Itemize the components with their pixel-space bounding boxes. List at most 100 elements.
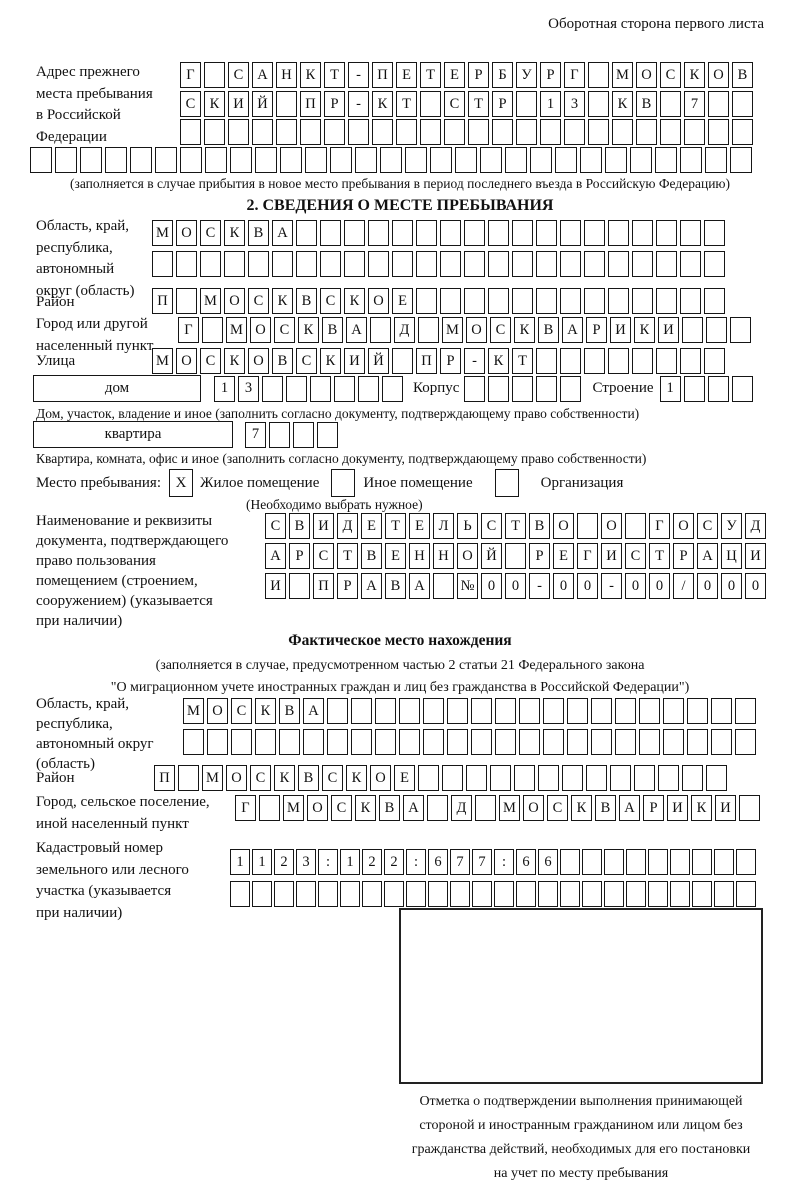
char-box[interactable]: С	[265, 513, 286, 539]
char-box[interactable]	[262, 375, 283, 402]
char-box[interactable]: -	[529, 573, 550, 599]
char-box[interactable]: А	[346, 317, 367, 343]
char-box[interactable]	[680, 288, 701, 314]
char-box[interactable]	[276, 91, 297, 117]
char-box[interactable]: Т	[512, 348, 533, 374]
char-box[interactable]	[636, 119, 657, 145]
char-box[interactable]	[488, 220, 509, 246]
char-box[interactable]: С	[547, 795, 568, 821]
char-box[interactable]: О	[636, 62, 657, 88]
char-box[interactable]: Р	[492, 91, 513, 117]
char-box[interactable]: Е	[553, 543, 574, 569]
char-box[interactable]: Р	[540, 62, 561, 88]
char-box[interactable]	[584, 220, 605, 246]
char-box[interactable]	[176, 288, 197, 314]
char-box[interactable]: В	[296, 288, 317, 314]
char-box[interactable]	[488, 251, 509, 277]
char-box[interactable]	[490, 765, 511, 791]
char-box[interactable]	[255, 729, 276, 755]
char-box[interactable]: 0	[577, 573, 598, 599]
char-box[interactable]	[475, 795, 496, 821]
char-box[interactable]: С	[322, 765, 343, 791]
char-box[interactable]	[656, 348, 677, 374]
char-box[interactable]	[450, 881, 470, 907]
char-box[interactable]	[204, 119, 225, 145]
char-box[interactable]: О	[248, 348, 269, 374]
char-box[interactable]: М	[152, 220, 173, 246]
char-box[interactable]	[608, 348, 629, 374]
char-box[interactable]	[670, 881, 690, 907]
char-box[interactable]	[519, 698, 540, 724]
char-box[interactable]	[296, 251, 317, 277]
char-box[interactable]	[279, 729, 300, 755]
char-box[interactable]	[680, 147, 702, 173]
char-box[interactable]: К	[274, 765, 295, 791]
char-box[interactable]	[540, 119, 561, 145]
char-box[interactable]	[492, 119, 513, 145]
char-box[interactable]	[444, 119, 465, 145]
char-box[interactable]: 0	[649, 573, 670, 599]
char-box[interactable]	[608, 288, 629, 314]
char-box[interactable]	[632, 288, 653, 314]
char-box[interactable]	[608, 220, 629, 246]
char-box[interactable]	[289, 573, 310, 599]
char-box[interactable]: В	[289, 513, 310, 539]
char-box[interactable]	[466, 765, 487, 791]
char-box[interactable]: М	[183, 698, 204, 724]
char-box[interactable]: 1	[214, 375, 235, 402]
char-box[interactable]	[320, 220, 341, 246]
char-box[interactable]	[639, 729, 660, 755]
char-box[interactable]: С	[320, 288, 341, 314]
char-box[interactable]	[488, 288, 509, 314]
char-box[interactable]	[530, 147, 552, 173]
char-box[interactable]	[447, 729, 468, 755]
char-box[interactable]	[230, 147, 252, 173]
char-box[interactable]	[272, 251, 293, 277]
char-box[interactable]	[176, 251, 197, 277]
char-box[interactable]	[464, 220, 485, 246]
char-box[interactable]: В	[379, 795, 400, 821]
char-box[interactable]: Д	[451, 795, 472, 821]
char-box[interactable]	[560, 849, 580, 875]
char-box[interactable]: К	[684, 62, 705, 88]
char-box[interactable]	[604, 849, 624, 875]
char-box[interactable]	[632, 348, 653, 374]
char-box[interactable]: 0	[505, 573, 526, 599]
char-box[interactable]: К	[344, 288, 365, 314]
char-box[interactable]	[706, 765, 727, 791]
char-box[interactable]	[384, 881, 404, 907]
char-box[interactable]	[536, 348, 557, 374]
char-box[interactable]: Т	[468, 91, 489, 117]
char-box[interactable]	[468, 119, 489, 145]
char-box[interactable]: К	[298, 317, 319, 343]
char-box[interactable]: А	[265, 543, 286, 569]
char-box[interactable]	[639, 698, 660, 724]
char-box[interactable]: К	[300, 62, 321, 88]
char-box[interactable]: О	[226, 765, 247, 791]
char-box[interactable]: Ц	[721, 543, 742, 569]
char-box[interactable]: К	[320, 348, 341, 374]
char-box[interactable]	[704, 348, 725, 374]
char-box[interactable]	[680, 251, 701, 277]
char-box[interactable]: Й	[368, 348, 389, 374]
char-box[interactable]	[632, 220, 653, 246]
char-box[interactable]: П	[372, 62, 393, 88]
char-box[interactable]	[648, 881, 668, 907]
char-box[interactable]: С	[660, 62, 681, 88]
char-box[interactable]	[516, 119, 537, 145]
char-box[interactable]	[567, 698, 588, 724]
char-box[interactable]: К	[612, 91, 633, 117]
char-box[interactable]	[180, 119, 201, 145]
char-box[interactable]: В	[385, 573, 406, 599]
char-box[interactable]	[464, 251, 485, 277]
char-box[interactable]	[252, 119, 273, 145]
char-box[interactable]	[687, 698, 708, 724]
char-box[interactable]	[683, 375, 705, 402]
char-box[interactable]	[416, 288, 437, 314]
char-box[interactable]	[344, 251, 365, 277]
char-box[interactable]: О	[368, 288, 389, 314]
char-box[interactable]	[560, 220, 581, 246]
char-box[interactable]: Г	[564, 62, 585, 88]
char-box[interactable]: И	[745, 543, 766, 569]
char-box[interactable]: А	[409, 573, 430, 599]
